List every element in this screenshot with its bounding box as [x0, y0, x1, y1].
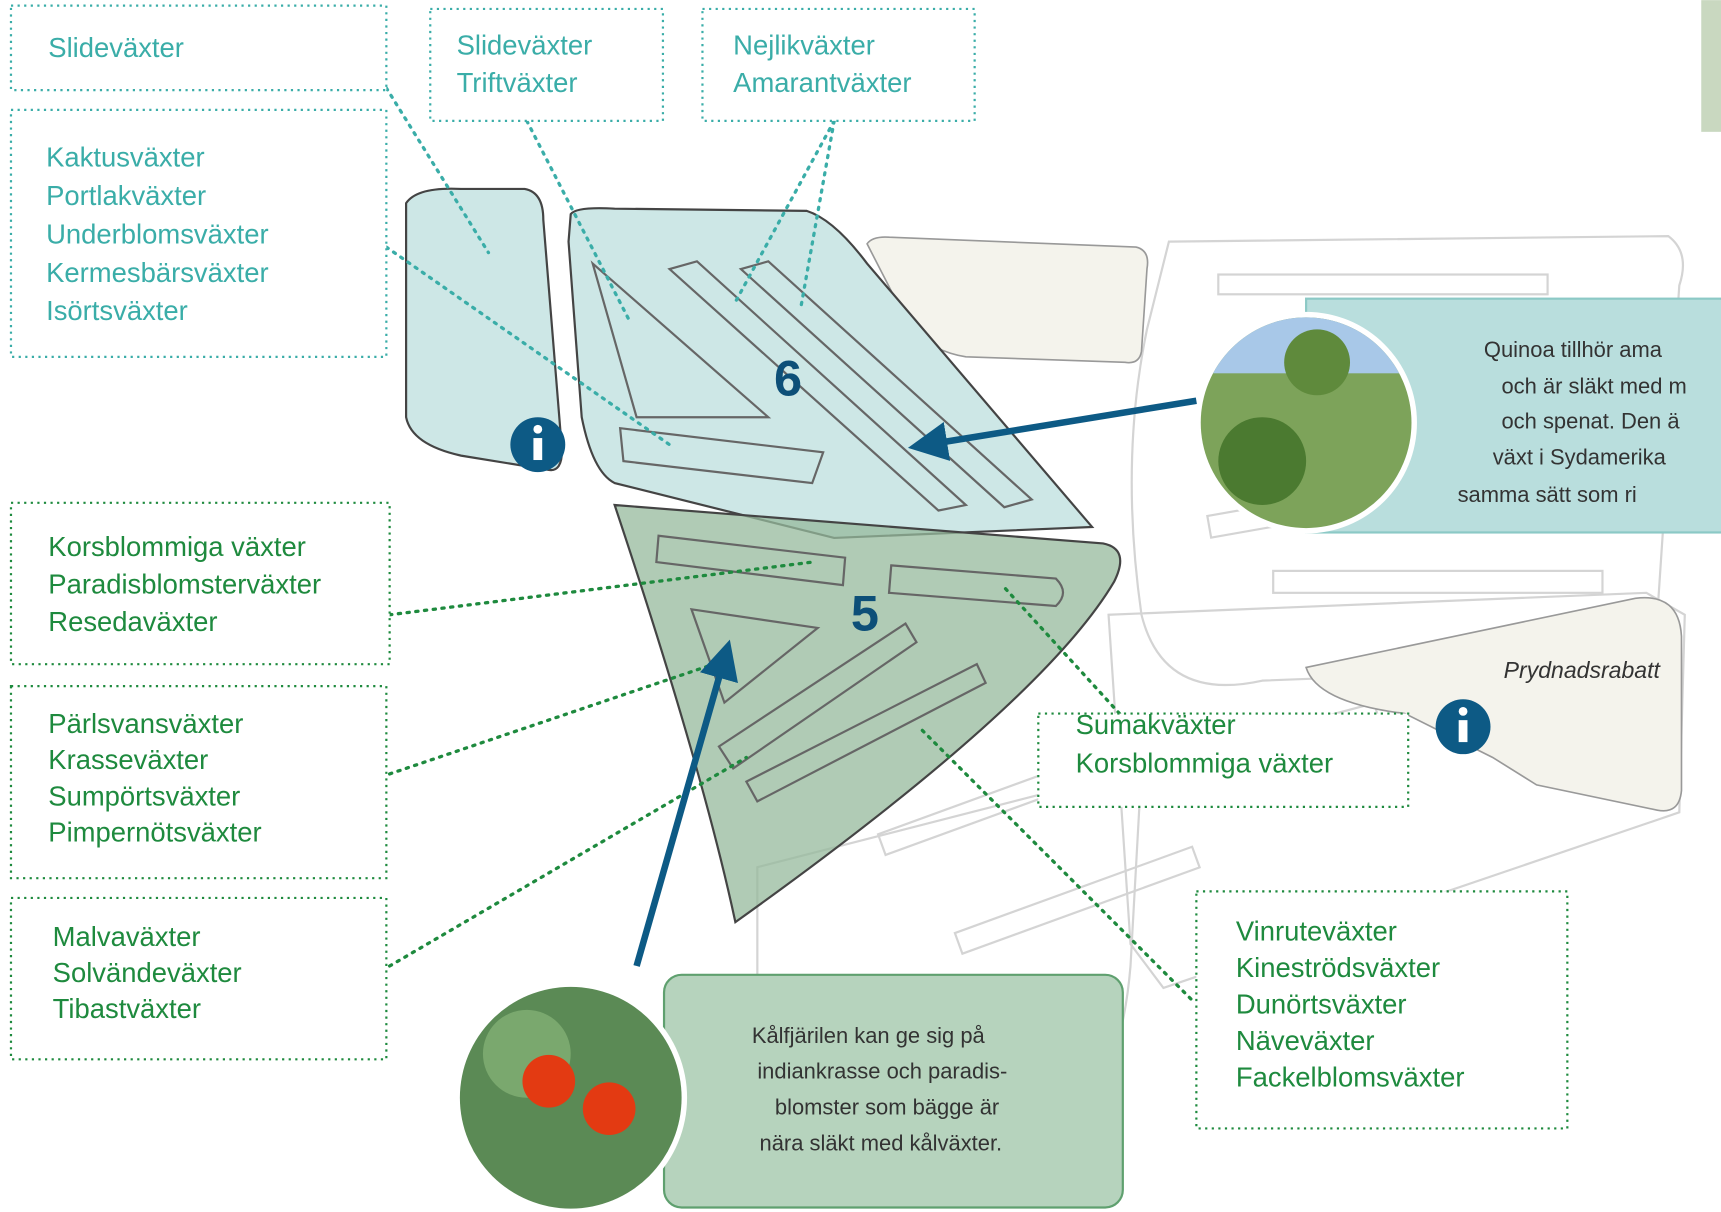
family-name: Slideväxter [48, 32, 184, 63]
family-name: Kaktusväxter [46, 142, 205, 173]
family-name: Näveväxter [1236, 1025, 1375, 1056]
family-name: Isörtsväxter [46, 295, 188, 326]
callout-text: blomster som bägge är [775, 1094, 999, 1119]
family-name: Kineströdsväxter [1236, 952, 1440, 983]
family-name: Resedaväxter [48, 606, 217, 637]
callout-text: och spenat. Den ä [1501, 409, 1680, 434]
family-name: Amarantväxter [733, 67, 911, 98]
family-name: Triftväxter [457, 67, 578, 98]
callout-text: Kålfjärilen kan ge sig på [752, 1023, 986, 1048]
bed-number: 6 [774, 349, 802, 406]
family-name: Portlakväxter [46, 180, 206, 211]
label-box: Malvaväxter Solvändeväxter Tibastväxter [11, 898, 386, 1059]
family-name: Solvändeväxter [53, 957, 242, 988]
family-name: Malvaväxter [53, 921, 201, 952]
label-box: Vinruteväxter Kineströdsväxter Dunörtsväxt… [1196, 891, 1567, 1128]
family-name: Sumpörtsväxter [48, 780, 240, 811]
family-name: Underblomsväxter [46, 218, 269, 249]
family-name: Dunörtsväxter [1236, 988, 1407, 1019]
callout-text: samma sätt som ri [1458, 482, 1637, 507]
label-box: Slideväxter [11, 6, 386, 91]
ornamental-bed-label: Prydnadsrabatt [1504, 657, 1662, 683]
page: Slideväxter Kaktusväxter Portlakväxter Unde… [0, 0, 1721, 1212]
label-box: Nejlikväxter Amarantväxter [702, 9, 974, 121]
label-box: Pärlsvansväxter Krasseväxter Sumpörtsväxte… [11, 686, 386, 878]
label-box: Sumakväxter Korsblommiga växter [1038, 709, 1408, 807]
label-box: Korsblommiga växter Paradisblomsterväxter… [11, 503, 390, 664]
family-name: Sumakväxter [1076, 709, 1236, 740]
callout-text: växt i Sydamerika [1493, 445, 1667, 470]
family-name: Pärlsvansväxter [48, 708, 243, 739]
callout-text: nära släkt med kålväxter. [760, 1131, 1003, 1156]
family-name: Slideväxter [457, 30, 593, 61]
callout-box [664, 975, 1123, 1208]
callout-text: och är släkt med m [1501, 373, 1686, 398]
family-name: Paradisblomsterväxter [48, 568, 321, 599]
family-name: Krasseväxter [48, 744, 208, 775]
callout-text: Quinoa tillhör ama [1484, 337, 1663, 362]
family-name: Tibastväxter [53, 993, 201, 1024]
family-name: Korsblommiga växter [48, 531, 306, 562]
family-name: Fackelblomsväxter [1236, 1062, 1465, 1093]
family-name: Nejlikväxter [733, 30, 875, 61]
label-box: Slideväxter Triftväxter [430, 9, 663, 121]
garden-diagram: Slideväxter Kaktusväxter Portlakväxter Unde… [0, 0, 1721, 1212]
callout-text: indiankrasse och paradis- [757, 1058, 1007, 1083]
family-name: Kermesbärsväxter [46, 257, 269, 288]
family-name: Korsblommiga växter [1076, 747, 1334, 778]
label-box-frame [702, 9, 974, 121]
family-name: Pimpernötsväxter [48, 817, 261, 848]
label-box: Kaktusväxter Portlakväxter Underblomsväxte… [11, 110, 386, 357]
label-box-frame [430, 9, 663, 121]
family-name: Vinruteväxter [1236, 915, 1397, 946]
bed-number: 5 [851, 584, 879, 641]
